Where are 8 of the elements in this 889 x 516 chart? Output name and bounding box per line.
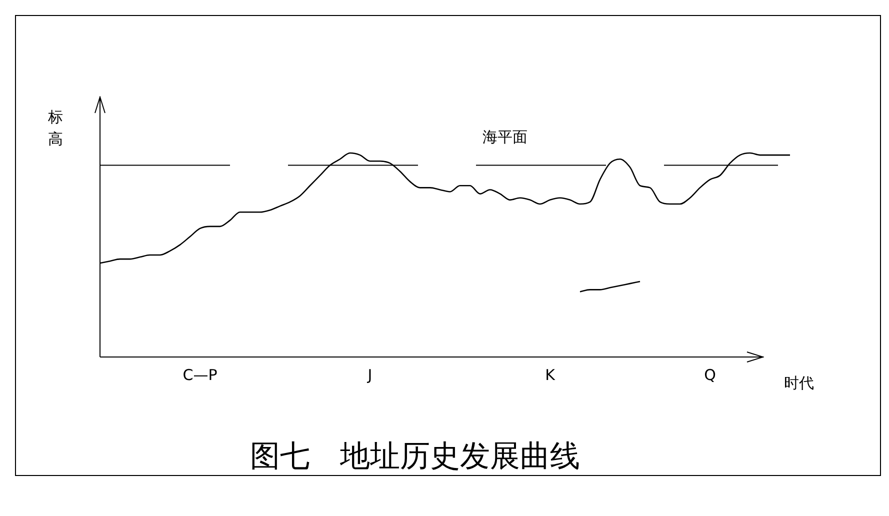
x-tick-label: C—P xyxy=(182,366,218,384)
ref-line-label: 海平面 xyxy=(482,128,528,146)
x-tick-label: J xyxy=(366,366,372,384)
text: 图七 地址历史发展曲线 xyxy=(249,439,581,475)
y-axis-title: 标高 xyxy=(48,107,64,150)
x-tick-label: K xyxy=(545,366,556,384)
x-axis-title: 时代 xyxy=(784,374,814,393)
x-tick-label: Q xyxy=(704,366,716,384)
